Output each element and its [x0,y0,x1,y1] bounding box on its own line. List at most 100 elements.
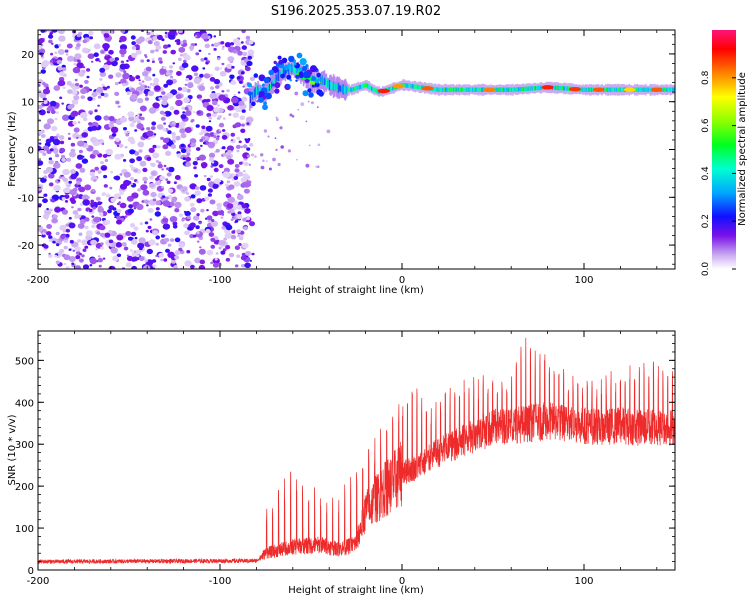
noise-blob [198,85,205,91]
noise-blob [57,66,63,71]
noise-blob [38,104,43,110]
carrier-core [563,86,565,91]
noise-blob [134,151,140,156]
noise-blob [210,86,214,90]
carrier-core [341,86,343,92]
noise-blob [125,231,132,236]
carrier-core [388,87,390,92]
noise-blob [242,217,247,222]
noise-blob [105,54,108,57]
carrier-core [621,87,623,92]
carrier-core [537,85,540,91]
noise-blob [227,149,232,154]
noise-blob [231,65,235,69]
noise-blob [142,71,149,77]
noise-blob [221,90,225,93]
noise-blob [242,85,245,88]
carrier-core [310,75,312,84]
noise-blob [72,121,77,125]
carrier-core [554,85,556,90]
noise-blob [102,43,110,50]
noise-blob [82,248,87,252]
carrier-core [540,85,542,90]
noise-blob [222,171,230,178]
noise-blob [76,33,81,38]
noise-blob [125,262,132,268]
noise-blob [138,149,143,153]
carrier-core [534,86,537,91]
noise-blob [193,111,196,114]
noise-blob [69,151,76,158]
noise-blob [243,161,249,167]
carrier-core [365,82,368,88]
noise-blob [81,254,85,258]
snr-series-line [38,337,675,565]
carrier-core [417,84,420,90]
noise-blob [226,145,234,152]
noise-blob [275,116,278,119]
carrier-core [269,84,271,91]
noise-blob [212,210,219,217]
noise-blob [53,184,61,192]
noise-blob [225,257,231,262]
carrier-core [326,78,329,88]
noise-blob [96,86,104,93]
noise-blob [64,49,69,53]
snr-y-tick-label: 100 [15,524,34,535]
noise-blob [75,82,80,87]
carrier-core [610,87,612,92]
noise-blob [287,149,291,153]
noise-blob [84,217,90,222]
noise-blob [236,214,243,220]
carrier-core [584,87,586,92]
noise-blob [149,175,154,180]
carrier-core [507,87,510,92]
noise-blob [178,125,183,129]
noise-blob [93,216,101,223]
noise-blob [105,193,111,198]
spectrogram-y-tick-label: -20 [18,241,34,252]
noise-blob [209,73,213,77]
noise-blob [129,164,133,168]
transition-blob [261,83,265,87]
noise-blob [167,166,175,173]
noise-blob [170,144,177,149]
noise-blob [116,208,122,214]
noise-blob [201,125,206,130]
transition-blob [274,88,280,94]
noise-blob [203,73,211,79]
noise-blob [40,69,46,74]
transition-blob [299,58,307,66]
carrier-core [464,87,467,92]
carrier-core [350,87,352,92]
carrier-core [405,83,408,88]
noise-blob [123,159,127,162]
noise-blob [219,71,227,77]
transition-blob [316,72,321,78]
noise-blob [276,118,279,122]
noise-blob [42,152,47,156]
noise-blob [139,105,147,112]
carrier-core [556,85,559,91]
carrier-core [607,87,610,92]
noise-blob [196,213,200,217]
noise-blob [198,248,206,255]
noise-blob [221,146,226,150]
noise-blob [189,138,197,144]
noise-blob [109,186,113,190]
noise-blob [152,36,158,41]
noise-blob [130,183,134,186]
noise-blob [163,122,167,125]
noise-blob [67,137,72,141]
noise-blob [199,138,204,143]
noise-blob [267,135,270,138]
noise-blob [158,97,162,100]
noise-blob [249,143,254,147]
carrier-core [670,87,673,92]
carrier-core [562,86,564,91]
noise-blob [165,178,169,181]
noise-blob [169,216,178,223]
noise-blob [220,250,226,255]
noise-blob [86,75,90,79]
